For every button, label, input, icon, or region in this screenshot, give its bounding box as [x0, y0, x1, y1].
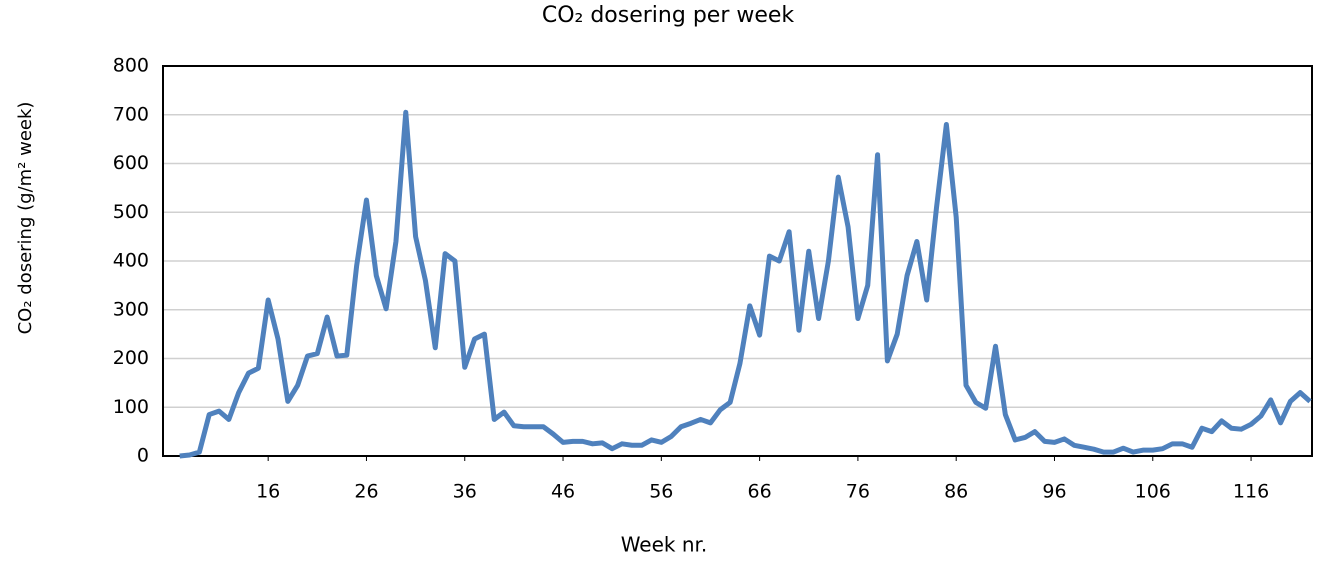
x-tick-label: 86 [944, 481, 968, 503]
x-tick-label: 16 [256, 481, 280, 503]
y-axis-label: CO₂ dosering (g/m² week) [15, 102, 36, 335]
y-tick-label: 200 [113, 347, 149, 369]
x-tick-label: 76 [846, 481, 870, 503]
y-tick-label: 600 [113, 152, 149, 174]
x-tick-label: 46 [551, 481, 575, 503]
y-tick-label: 100 [113, 396, 149, 418]
x-tick-label: 96 [1042, 481, 1066, 503]
x-axis-label: Week nr. [621, 533, 708, 557]
y-tick-label: 500 [113, 201, 149, 223]
data-line [179, 109, 1312, 459]
y-tick-label: 400 [113, 250, 149, 272]
y-tick-label: 0 [137, 445, 149, 467]
chart-title: CO₂ dosering per week [542, 3, 795, 28]
y-tick-label: 700 [113, 103, 149, 125]
plot-frame [162, 65, 1313, 457]
y-tick-label: 800 [113, 55, 149, 77]
x-tick-label: 116 [1233, 481, 1269, 503]
x-tick-label: 56 [649, 481, 673, 503]
x-tick-label: 106 [1135, 481, 1171, 503]
x-tick-label: 36 [453, 481, 477, 503]
y-tick-label: 300 [113, 298, 149, 320]
x-tick-label: 66 [748, 481, 772, 503]
x-tick-label: 26 [354, 481, 378, 503]
